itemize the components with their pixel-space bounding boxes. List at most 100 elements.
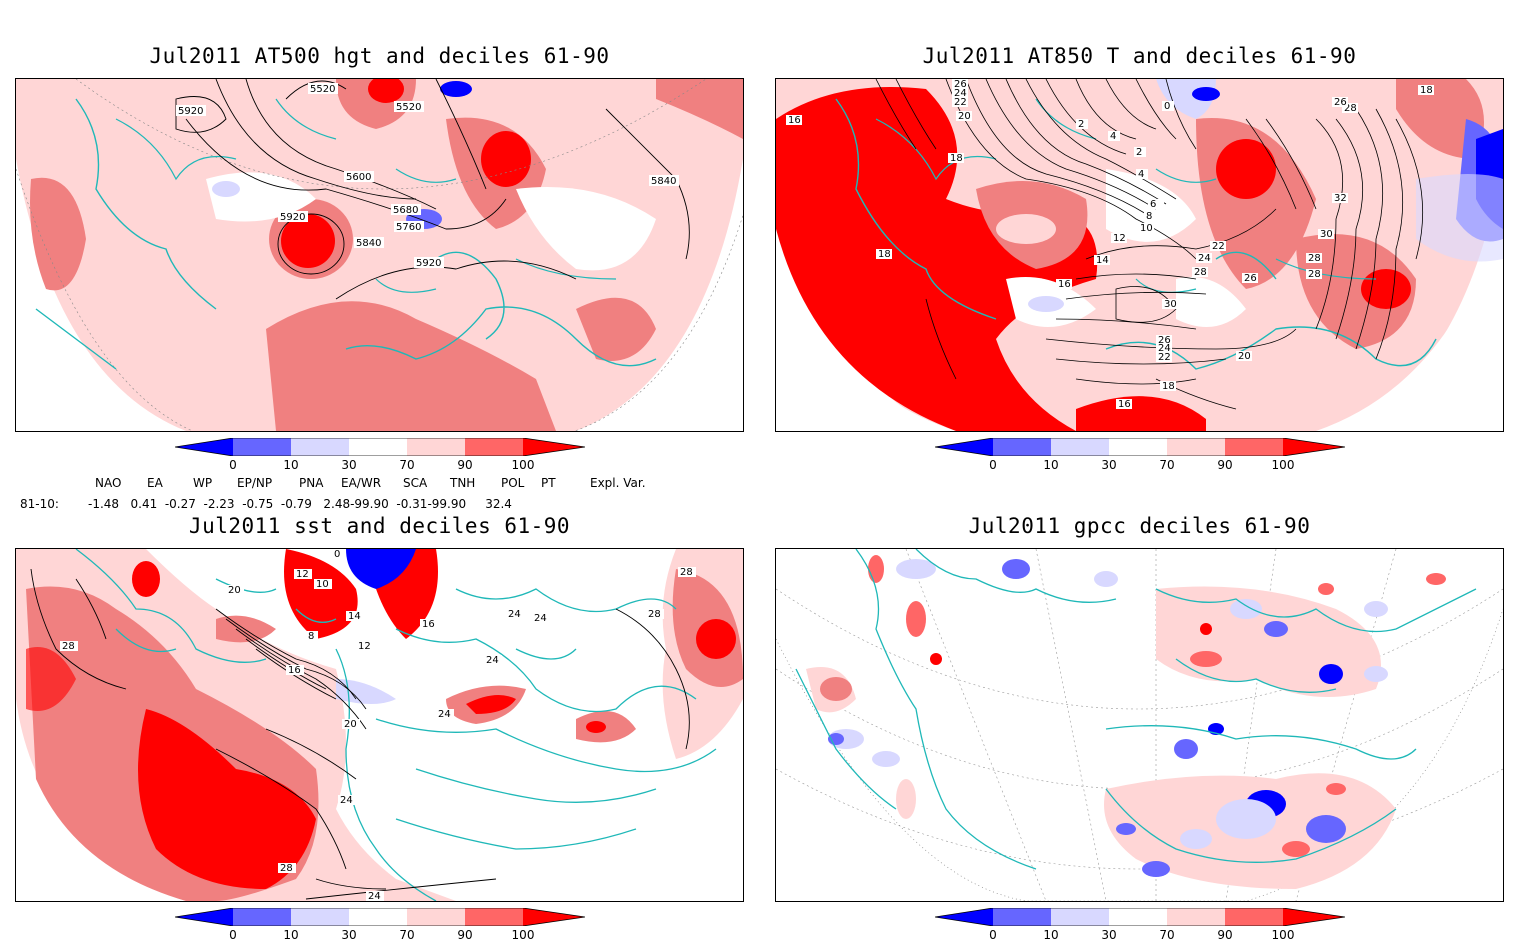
contour-label: 28 bbox=[1344, 103, 1357, 114]
contour-label: 18 bbox=[1162, 381, 1175, 392]
contour-label: 12 bbox=[1113, 233, 1126, 244]
contour-label: 2 bbox=[1078, 119, 1084, 130]
contour-label: 24 bbox=[486, 655, 499, 666]
colorbar-tick: 90 bbox=[457, 928, 473, 942]
contour-label: 22 bbox=[1212, 241, 1225, 252]
map-sst: 0 12 10 20 28 8 14 16 12 20 24 28 16 24 … bbox=[15, 548, 744, 902]
colorbar-tick: 100 bbox=[1271, 928, 1295, 942]
index-header: Expl. Var. bbox=[590, 476, 646, 490]
map-at500: 5920 5520 5520 5600 5680 5760 5840 5920 … bbox=[15, 78, 744, 432]
contour-label: 18 bbox=[1420, 85, 1433, 96]
panel-title: Jul2011 sst and deciles 61-90 bbox=[188, 514, 571, 538]
colorbar-tick: 90 bbox=[1217, 928, 1233, 942]
contour-label: 5920 bbox=[416, 258, 441, 269]
index-row-label: 81-10: bbox=[20, 497, 59, 511]
contour-label: 5840 bbox=[356, 238, 381, 249]
contour-label: 28 bbox=[1308, 269, 1321, 280]
contour-label: 28 bbox=[680, 567, 693, 578]
colorbar-tick: 70 bbox=[1159, 928, 1175, 942]
colorbar-tick: 0 bbox=[989, 928, 997, 942]
contour-label: 26 bbox=[1158, 335, 1171, 346]
contour-label: 22 bbox=[1158, 352, 1171, 363]
colorbar-tick: 70 bbox=[399, 458, 415, 472]
contour-label: 10 bbox=[1140, 223, 1153, 234]
contour-label: 5920 bbox=[178, 106, 203, 117]
contour-label: 24 bbox=[1158, 343, 1171, 354]
contour-label: 5520 bbox=[396, 102, 421, 113]
contour-label: 16 bbox=[422, 619, 435, 630]
contour-label: 0 bbox=[1164, 101, 1170, 112]
panel-title: Jul2011 AT500 hgt and deciles 61-90 bbox=[149, 44, 610, 68]
colorbar-tick: 10 bbox=[283, 928, 299, 942]
panel-title: Jul2011 AT850 T and deciles 61-90 bbox=[922, 44, 1357, 68]
index-header: SCA bbox=[403, 476, 428, 490]
contour-label: 5920 bbox=[280, 212, 305, 223]
colorbar: 0 10 30 70 90 100 bbox=[935, 908, 1345, 942]
colorbar-tick: 90 bbox=[457, 458, 473, 472]
colorbar: 0 10 30 70 90 100 bbox=[935, 438, 1345, 472]
contour-label: 12 bbox=[296, 569, 309, 580]
contour-label: 14 bbox=[1096, 255, 1109, 266]
contour-label: 10 bbox=[316, 579, 329, 590]
contour-label: 28 bbox=[1308, 253, 1321, 264]
colorbar-tick: 70 bbox=[399, 928, 415, 942]
contour-label: 5600 bbox=[346, 172, 371, 183]
contour-label: 14 bbox=[348, 611, 361, 622]
contour-label: 30 bbox=[1320, 229, 1333, 240]
contour-label: 24 bbox=[368, 891, 381, 901]
colorbar-tick: 0 bbox=[989, 458, 997, 472]
panel-title: Jul2011 gpcc deciles 61-90 bbox=[968, 514, 1311, 538]
contour-label: 16 bbox=[288, 665, 301, 676]
contour-label: 0 bbox=[334, 549, 340, 560]
index-header: TNH bbox=[450, 476, 476, 490]
colorbar-tick: 30 bbox=[341, 458, 357, 472]
contour-label: 8 bbox=[308, 631, 314, 642]
contour-label: 20 bbox=[344, 719, 357, 730]
contour-label: 2 bbox=[1136, 147, 1142, 158]
index-values: -1.48 0.41 -0.27 -2.23 -0.75 -0.79 2.48-… bbox=[88, 497, 512, 511]
colorbar-tick: 100 bbox=[1271, 458, 1295, 472]
contour-label: 20 bbox=[958, 111, 971, 122]
index-header: WP bbox=[193, 476, 213, 490]
contour-label: 26 bbox=[1334, 97, 1347, 108]
contour-label: 28 bbox=[62, 641, 75, 652]
contour-label: 20 bbox=[1238, 351, 1251, 362]
contour-label: 16 bbox=[1118, 399, 1131, 410]
contour-label: 32 bbox=[1334, 193, 1347, 204]
contour-label: 16 bbox=[788, 115, 801, 126]
index-header: PT bbox=[541, 476, 556, 490]
contour-label: 26 bbox=[954, 79, 967, 90]
index-header: EA/WR bbox=[341, 476, 382, 490]
contour-label: 28 bbox=[648, 609, 661, 620]
colorbar-tick: 0 bbox=[229, 458, 237, 472]
colorbar-tick: 30 bbox=[1101, 458, 1117, 472]
colorbar-tick: 10 bbox=[283, 458, 299, 472]
contour-label: 24 bbox=[954, 88, 967, 99]
contour-label: 20 bbox=[228, 585, 241, 596]
contour-label: 4 bbox=[1138, 169, 1144, 180]
contour-label: 22 bbox=[954, 97, 967, 108]
contour-label: 26 bbox=[1244, 273, 1257, 284]
map-at850: 26 24 22 20 18 16 18 16 12 14 16 10 8 6 … bbox=[775, 78, 1504, 432]
contour-label: 18 bbox=[878, 249, 891, 260]
contour-label: 6 bbox=[1150, 199, 1156, 210]
index-header: PNA bbox=[299, 476, 324, 490]
contour-label: 24 bbox=[1198, 253, 1211, 264]
contour-label: 12 bbox=[358, 641, 371, 652]
colorbar-tick: 30 bbox=[1101, 928, 1117, 942]
colorbar-tick: 70 bbox=[1159, 458, 1175, 472]
contour-label: 8 bbox=[1146, 211, 1152, 222]
colorbar: 0 10 30 70 90 100 bbox=[175, 908, 585, 942]
contour-label: 30 bbox=[1164, 299, 1177, 310]
contour-label: 24 bbox=[438, 709, 451, 720]
contour-label: 24 bbox=[340, 795, 353, 806]
colorbar-tick: 0 bbox=[229, 928, 237, 942]
index-header: POL bbox=[501, 476, 525, 490]
contour-label: 5840 bbox=[651, 176, 676, 187]
colorbar-tick: 10 bbox=[1043, 928, 1059, 942]
contour-label: 16 bbox=[1058, 279, 1071, 290]
contour-label: 5760 bbox=[396, 222, 421, 233]
map-gpcc bbox=[775, 548, 1504, 902]
colorbar-tick: 100 bbox=[511, 928, 535, 942]
contour-label: 5680 bbox=[393, 205, 418, 216]
